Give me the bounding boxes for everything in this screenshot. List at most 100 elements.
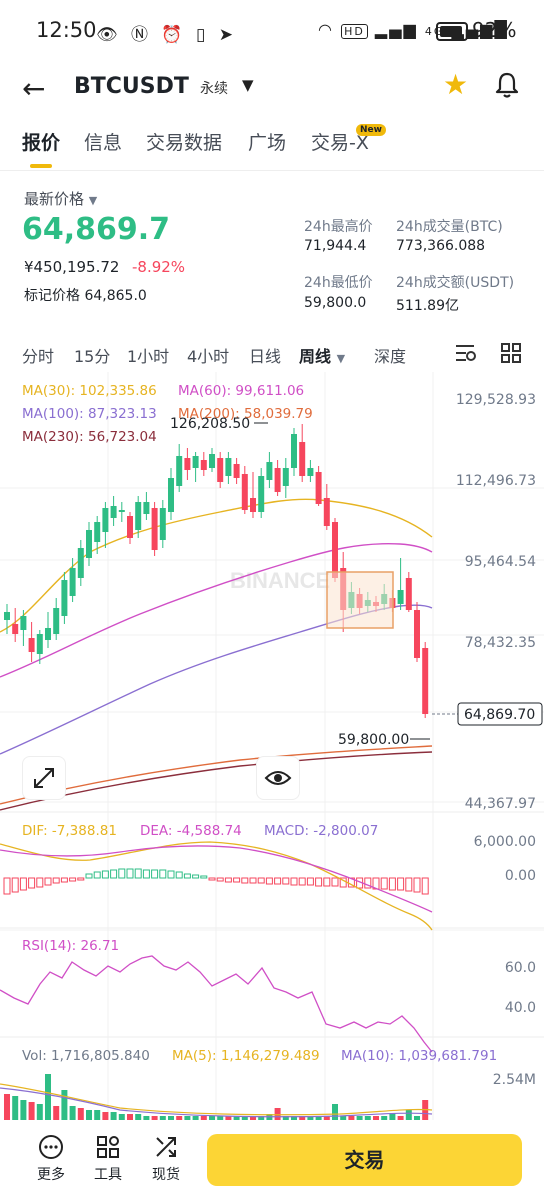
favorite-star-icon[interactable]: ★ (443, 68, 469, 101)
app-header: ← BTCUSDT 永续 ▼ ★ (0, 62, 544, 114)
macd-bar (282, 877, 290, 885)
volume-bar (217, 1116, 224, 1120)
volume-bar (373, 1116, 379, 1120)
volume-bar (151, 1116, 158, 1120)
macd-bar (364, 877, 372, 889)
macd-bar (19, 877, 27, 891)
volume-bar (274, 1108, 281, 1120)
more-button[interactable]: 更多 (30, 1134, 72, 1184)
y-tick-5: 44,367.97 (465, 796, 536, 812)
ma200-legend: MA(200): 58,039.79 (178, 406, 313, 422)
macd-bar (388, 877, 396, 891)
y-tick-1: 129,528.93 (456, 392, 536, 408)
interval-depth[interactable]: 深度 (374, 347, 407, 366)
ma100-legend: MA(100): 87,323.13 (22, 406, 157, 422)
macd-bar (101, 870, 109, 879)
macd-bar (142, 869, 150, 879)
interval-time[interactable]: 分时 (22, 347, 55, 366)
candle-body (258, 476, 265, 512)
volume-bar (86, 1110, 92, 1120)
tab-trade-x[interactable]: 交易-X (311, 132, 369, 154)
macd-bar (331, 877, 339, 887)
y-tick-3: 95,464.54 (465, 554, 536, 570)
tab-trading-data[interactable]: 交易数据 (146, 132, 223, 154)
volume-btc-value: 773,366.088 (396, 238, 486, 254)
volume-bar (12, 1096, 19, 1120)
candle-body (414, 610, 420, 658)
volume-bar (102, 1112, 109, 1120)
tab-info[interactable]: 信息 (84, 132, 123, 154)
volume-bar (414, 1116, 420, 1120)
rsi-label: RSI(14): 26.71 (22, 938, 119, 954)
candle-body (315, 472, 322, 504)
layout-grid-icon[interactable] (500, 342, 522, 364)
kline-chart[interactable]: BINANCE MA(30): 102,335.86 MA(60): 99,61… (0, 372, 544, 1120)
candle-body (4, 612, 10, 620)
latest-price-label[interactable]: 最新价格 ▼ (24, 190, 98, 208)
volume-bar (381, 1116, 388, 1120)
candle-body (127, 516, 133, 538)
volume-usdt-value: 511.89亿 (396, 298, 459, 314)
macd-bar (380, 877, 388, 890)
candle-body (405, 578, 412, 610)
macd-bar (28, 877, 36, 889)
status-bar: 12:50 👁 Ⓝ ⏰ ▯ ➤ ◠ HD ▂▄▆ 4G ▂▄▆█ 92% (0, 0, 544, 62)
interval-15m[interactable]: 15分 (74, 347, 111, 366)
candle-body (176, 456, 183, 486)
interval-1w[interactable]: 周线 ▼ (299, 347, 346, 366)
interval-1d[interactable]: 日线 (249, 347, 282, 366)
ma30-line (0, 498, 433, 633)
tab-quote[interactable]: 报价 (22, 132, 61, 154)
expand-chart-button[interactable] (22, 756, 66, 800)
volume-bar (143, 1116, 150, 1120)
candle-body (118, 510, 125, 512)
candle-body (200, 460, 207, 470)
low-annotation: 59,800.00 (338, 732, 409, 748)
ma60-line (0, 542, 433, 678)
symbol-dropdown-icon[interactable]: ▼ (242, 76, 254, 94)
tools-button[interactable]: 工具 (87, 1134, 129, 1184)
4g-badge: 4G (424, 25, 445, 38)
interval-1h[interactable]: 1小时 (127, 347, 170, 366)
candle-body (151, 508, 158, 550)
volume-bar (405, 1110, 412, 1120)
current-price-label: 64,869.70 (464, 707, 535, 723)
volume-bar (192, 1116, 199, 1120)
macd-bar (93, 871, 101, 879)
macd-bar (397, 877, 405, 891)
tools-icon (97, 1136, 119, 1158)
candle-body (282, 468, 289, 486)
volume-ma10-line (0, 1087, 433, 1118)
macd-bar (298, 877, 306, 886)
macd-dea-line (0, 845, 433, 913)
indicator-settings-icon[interactable] (454, 342, 478, 364)
bottom-bar: 更多 工具 现货 交易 (0, 1120, 544, 1200)
macd-bar (183, 873, 191, 879)
toggle-visibility-button[interactable] (256, 756, 300, 800)
symbol-title[interactable]: BTCUSDT (74, 74, 189, 99)
more-label: 更多 (37, 1167, 65, 1183)
high-annotation: 126,208.50 (170, 416, 250, 432)
interval-4h[interactable]: 4小时 (187, 347, 230, 366)
volume-bar (45, 1074, 51, 1120)
spot-label: 现货 (152, 1167, 180, 1183)
new-badge: New (356, 124, 386, 136)
battery-percent: 92% (472, 18, 517, 42)
trade-button[interactable]: 交易 (207, 1134, 522, 1186)
candle-body (184, 458, 191, 470)
candle-body (61, 580, 68, 616)
candle-body (274, 468, 281, 492)
bell-icon[interactable] (492, 70, 522, 100)
volume-bar (397, 1116, 404, 1120)
contract-type[interactable]: 永续 (200, 81, 228, 97)
volume-bar (348, 1116, 355, 1120)
spot-button[interactable]: 现货 (145, 1134, 187, 1184)
volume-bar (299, 1116, 306, 1120)
macd-bar (405, 877, 413, 892)
candle-body (217, 458, 224, 482)
candle-body (209, 454, 215, 468)
back-arrow-icon[interactable]: ← (22, 72, 46, 105)
tab-square[interactable]: 广场 (248, 132, 287, 154)
volume-bar (233, 1116, 240, 1120)
active-tab-indicator (30, 164, 52, 168)
